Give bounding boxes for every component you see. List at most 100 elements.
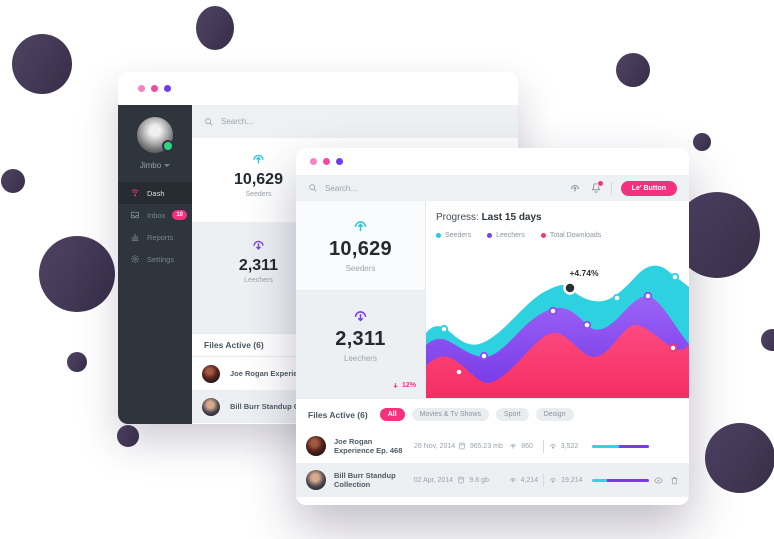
notification-dot xyxy=(596,180,604,187)
user-name: Jimbo xyxy=(139,161,162,170)
legend-item-seeders[interactable]: Seeders xyxy=(436,232,471,239)
decorative-circle xyxy=(693,133,711,151)
decorative-circle xyxy=(705,423,774,493)
legend-dot xyxy=(540,233,546,238)
upload-icon xyxy=(509,476,517,484)
row-divider xyxy=(543,473,545,487)
progress-title-prefix: Progress: xyxy=(436,212,479,223)
sidebar-item-settings[interactable]: Settings xyxy=(118,248,192,270)
sidebar-item-dash[interactable]: Dash xyxy=(118,182,192,204)
search-input[interactable]: Search... xyxy=(308,183,357,193)
filter-pill-movies[interactable]: Movies & Tv Shows xyxy=(411,408,489,421)
file-progress-bar xyxy=(592,478,649,482)
file-leechers: 3,522 xyxy=(549,442,587,450)
sidebar: Jimbo Dash Inbox 10 Reports xyxy=(118,105,192,424)
file-seeders: 4,214 xyxy=(509,476,538,484)
cloud-upload-icon[interactable] xyxy=(569,182,581,194)
storage-icon xyxy=(458,442,466,450)
file-row[interactable]: Joe Rogan Experience Ep. 468 26 Nov, 201… xyxy=(296,429,689,463)
stat-seeders: 10,629 Seeders xyxy=(296,201,426,291)
search-input[interactable]: Search... xyxy=(204,117,253,127)
dashboard-window-front: Search... Le' Button 10,629 Seeders 2,31… xyxy=(296,148,689,505)
bell-icon[interactable] xyxy=(590,180,604,194)
sidebar-item-inbox[interactable]: Inbox 10 xyxy=(118,204,192,226)
primary-button[interactable]: Le' Button xyxy=(620,180,677,196)
file-title: Joe Rogan Experience Ep. 468 xyxy=(230,369,339,378)
eye-icon[interactable] xyxy=(654,476,663,485)
progress-header: Progress: Last 15 days Seeders Leechers … xyxy=(426,201,689,239)
storage-icon xyxy=(457,476,465,484)
window-controls[interactable] xyxy=(138,85,171,92)
search-icon xyxy=(204,117,214,127)
sidebar-item-label: Reports xyxy=(147,232,174,242)
filter-pill-design[interactable]: Design xyxy=(535,408,574,421)
legend-item-leechers[interactable]: Leechers xyxy=(487,232,525,239)
window-titlebar xyxy=(296,148,689,175)
file-progress-bar xyxy=(591,444,649,448)
area-chart: +4.74% xyxy=(426,245,689,398)
file-avatar xyxy=(202,397,220,416)
cloud-upload-icon xyxy=(251,151,266,166)
gear-icon xyxy=(130,254,140,264)
window-dot[interactable] xyxy=(336,158,343,165)
legend-dot xyxy=(436,233,441,238)
decorative-circle xyxy=(67,352,87,372)
progress-title-range: Last 15 days xyxy=(481,212,542,223)
stats-column: 10,629 Seeders 2,311 Leechers 12% xyxy=(296,201,426,398)
legend-item-total-downloads[interactable]: Total Downloads xyxy=(540,232,601,239)
broadcast-icon xyxy=(130,188,140,198)
window-dot[interactable] xyxy=(323,158,330,165)
download-icon xyxy=(549,442,557,450)
file-avatar xyxy=(202,364,220,383)
files-active-label: Files Active (6) xyxy=(204,340,264,350)
window-titlebar xyxy=(118,72,518,105)
file-date: 02 Apr, 2014 xyxy=(413,476,454,484)
decorative-circle xyxy=(117,425,139,447)
file-row[interactable]: Bill Burr Standup Collection 02 Apr, 201… xyxy=(296,463,689,497)
search-placeholder: Search... xyxy=(221,117,254,126)
file-title: Bill Burr Standup Collection xyxy=(230,402,331,411)
search-toolbar: Search... Le' Button xyxy=(296,175,689,201)
sidebar-item-reports[interactable]: Reports xyxy=(118,226,192,248)
upload-icon xyxy=(509,442,517,450)
window-dot[interactable] xyxy=(138,85,145,92)
window-dot[interactable] xyxy=(310,158,317,165)
sidebar-item-label: Inbox xyxy=(147,210,166,220)
cloud-download-icon xyxy=(251,237,266,252)
download-icon xyxy=(549,476,557,484)
chevron-down-icon[interactable] xyxy=(164,164,171,167)
file-leechers: 19,214 xyxy=(549,476,587,484)
file-size: 9.8 gb xyxy=(457,476,508,484)
decorative-circle xyxy=(1,169,25,193)
stat-value: 2,311 xyxy=(335,328,386,350)
sidebar-item-label: Settings xyxy=(147,254,175,264)
stat-label: Seeders xyxy=(245,191,272,198)
decorative-circle xyxy=(616,53,650,87)
window-dot[interactable] xyxy=(151,85,158,92)
file-seeders: 860 xyxy=(509,442,538,450)
stat-value: 10,629 xyxy=(234,171,283,188)
file-title: Bill Burr Standup Collection xyxy=(334,471,396,489)
stat-leechers: 2,311 Leechers xyxy=(192,236,325,284)
stat-value: 10,629 xyxy=(329,238,392,260)
user-profile[interactable]: Jimbo xyxy=(118,105,192,170)
files-active-label: Files Active (6) xyxy=(308,409,368,420)
decorative-circle xyxy=(196,6,234,50)
stat-delta-down: 12% xyxy=(392,382,416,389)
window-controls[interactable] xyxy=(310,158,343,165)
window-dot[interactable] xyxy=(164,85,171,92)
cloud-upload-icon xyxy=(352,217,369,234)
stat-leechers: 2,311 Leechers 12% xyxy=(296,291,426,398)
trash-icon[interactable] xyxy=(670,476,679,485)
sidebar-item-label: Dash xyxy=(147,188,165,198)
filter-pill-all[interactable]: All xyxy=(379,408,405,421)
search-placeholder: Search... xyxy=(325,183,358,193)
filter-pill-sport[interactable]: Sport xyxy=(495,408,529,421)
bar-chart-icon xyxy=(130,232,140,242)
sidebar-nav: Dash Inbox 10 Reports Settings xyxy=(118,182,192,270)
series-area-total-downloads xyxy=(426,324,689,398)
cloud-download-icon xyxy=(352,307,369,324)
stat-label: Leechers xyxy=(244,277,273,284)
file-title: Joe Rogan Experience Ep. 468 xyxy=(334,437,403,455)
